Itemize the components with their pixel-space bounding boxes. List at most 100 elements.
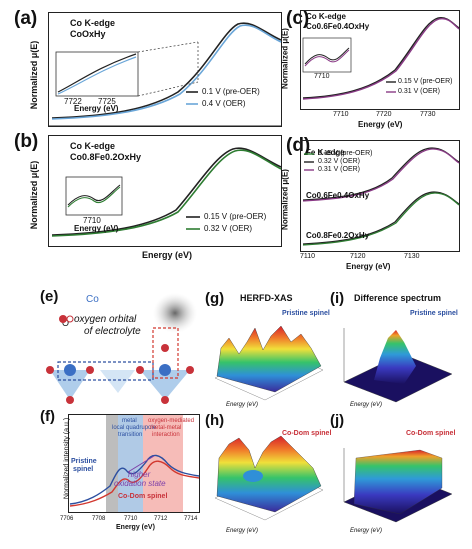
panel-c-title-2: Co0.6Fe0.4OxHy bbox=[306, 22, 370, 31]
panel-f-xtick-3: 7710 bbox=[124, 516, 138, 522]
panel-b-title-2: Co0.8Fe0.2OxHy bbox=[70, 152, 142, 162]
panel-d-curve-2b bbox=[302, 192, 460, 246]
panel-c-xtick-1: 7710 bbox=[333, 111, 349, 118]
panel-c-xlabel: Energy (eV) bbox=[358, 120, 403, 129]
panel-a-inset-tick-1: 7722 bbox=[64, 97, 82, 106]
panel-f-pristine-2: spinel bbox=[73, 466, 94, 473]
panel-a-inset-tick-2: 7725 bbox=[98, 97, 116, 106]
panel-f-blue-band bbox=[118, 414, 143, 513]
panel-f-pristine-1: Pristine bbox=[71, 458, 97, 465]
panel-f-xtick-5: 7714 bbox=[184, 516, 198, 522]
panel-b-label: (b) bbox=[14, 131, 39, 152]
panel-a-label: (a) bbox=[14, 8, 38, 29]
panel-h-label: (h) bbox=[205, 412, 225, 429]
panel-f-blue-note-3: transition bbox=[118, 432, 143, 438]
panel-g-label: (g) bbox=[205, 290, 225, 307]
panel-d-xlabel: Energy (eV) bbox=[346, 262, 391, 271]
panel-f-higher-2: oxidation state bbox=[114, 479, 166, 488]
panel-b-inset-tick: 7710 bbox=[83, 216, 101, 225]
panel-a-curve-prefer bbox=[51, 22, 282, 119]
panel-d-legend-1: 0.15 V (pre-OER) bbox=[318, 150, 373, 157]
panel-f-red-note-2: metal-metal bbox=[150, 425, 182, 431]
panel-c-legend-1: 0.15 V (pre-OER) bbox=[398, 78, 453, 85]
panel-d-legend-3: 0.31 V (OER) bbox=[318, 166, 361, 173]
panel-d-sample-1: Co0.6Fe0.4OxHy bbox=[306, 191, 370, 200]
panel-c-legend-2: 0.31 V (OER) bbox=[398, 88, 441, 95]
panel-f-red-note-3: interaction bbox=[152, 432, 180, 438]
panel-a-title-2: CoOxHy bbox=[70, 29, 106, 39]
panel-a-inset-xlabel: Energy (eV) bbox=[74, 104, 119, 113]
panel-i-energy-axis: Energy (eV) bbox=[350, 402, 383, 408]
panel-b-inset-xlabel: Energy (eV) bbox=[74, 224, 119, 233]
panel-i-tag: Pristine spinel bbox=[410, 310, 458, 317]
panel-f-xtick-4: 7712 bbox=[154, 516, 168, 522]
panel-c-inset bbox=[302, 37, 352, 73]
red-dashed-box bbox=[152, 327, 179, 379]
panel-f-blue-note-1: metal bbox=[122, 418, 137, 424]
panel-b-curve-prefer bbox=[51, 147, 282, 236]
panel-b-inset bbox=[65, 176, 123, 216]
tetrahedron-left bbox=[50, 370, 90, 400]
panel-d-xtick-3: 7130 bbox=[404, 253, 420, 260]
panel-b-title-1: Co K-edge bbox=[70, 141, 115, 151]
electrolyte-cloud bbox=[153, 293, 197, 333]
panel-j-energy-axis: Energy (eV) bbox=[350, 528, 383, 534]
panel-e-diagram bbox=[46, 293, 197, 404]
panel-d-curve-1b bbox=[302, 148, 460, 202]
co-atom bbox=[64, 364, 76, 376]
panel-c-ylabel: Normalized μ(E) bbox=[280, 28, 290, 89]
panel-c-inset-tick: 7710 bbox=[314, 73, 330, 80]
panel-f-blue-note-2: local quadrupole bbox=[112, 425, 157, 431]
panel-d-plot bbox=[300, 140, 460, 252]
panel-c-label: (c) bbox=[286, 8, 310, 29]
panel-f-ylabel: Normalized intensity (a.u.) bbox=[63, 417, 71, 500]
panel-g-surface bbox=[214, 325, 324, 401]
panel-e-co-label: Co bbox=[86, 294, 99, 305]
panel-d-xtick-1: 7110 bbox=[300, 253, 316, 260]
panel-f-plot bbox=[68, 414, 200, 513]
panel-a-ylabel: Normalized μ(E) bbox=[29, 40, 39, 110]
panel-f-red-band bbox=[143, 414, 183, 513]
panel-c-title-1: Co K-edge bbox=[306, 12, 346, 21]
panel-j-label: (j) bbox=[330, 412, 345, 429]
panel-e-text-2: of electrolyte bbox=[84, 326, 141, 337]
panel-a-legend-1: 0.1 V (pre-OER) bbox=[202, 87, 260, 96]
panel-d-legend-2: 0.32 V (OER) bbox=[318, 158, 361, 165]
panel-f-curve-codom bbox=[69, 460, 200, 507]
panel-h-surface bbox=[214, 435, 324, 521]
panel-b-curve-oer bbox=[51, 149, 282, 237]
panel-f-higher-1: higher bbox=[128, 470, 151, 479]
panel-b-ylabel: Normalized μ(E) bbox=[29, 160, 39, 230]
panel-i-title: Difference spectrum bbox=[354, 293, 442, 303]
panel-d-xtick-2: 7120 bbox=[350, 253, 366, 260]
panel-a-title-1: Co K-edge bbox=[70, 18, 115, 28]
panel-c-xtick-3: 7730 bbox=[420, 111, 436, 118]
panel-e-label: (e) bbox=[40, 288, 59, 305]
panel-d-sample-2: Co0.8Fe0.2OxHy bbox=[306, 231, 370, 240]
oxygen-legend-icon bbox=[59, 315, 67, 323]
panel-h-tag: Co-Dom spinel bbox=[282, 430, 332, 437]
panel-j-surface bbox=[343, 448, 453, 523]
panel-f-label: (f) bbox=[40, 408, 55, 425]
panel-d-ylabel: Normalized μ(E) bbox=[280, 169, 290, 230]
panel-f-xtick-2: 7708 bbox=[92, 516, 106, 522]
panel-a-plot bbox=[48, 12, 282, 127]
panel-b-legend-1: 0.15 V (pre-OER) bbox=[204, 212, 267, 221]
panel-f-codom: Co-Dom spinel bbox=[118, 493, 168, 500]
panel-d-title: Fe K-edge bbox=[306, 148, 345, 157]
panel-g-tag: Pristine spinel bbox=[282, 310, 330, 317]
panel-i-label: (i) bbox=[330, 290, 345, 307]
panel-h-energy-axis: Energy (eV) bbox=[226, 528, 259, 534]
panel-i-surface bbox=[343, 328, 453, 403]
panel-f-curve-pristine bbox=[69, 454, 200, 505]
blue-dashed-box bbox=[57, 361, 154, 381]
panel-g-energy-axis: Energy (eV) bbox=[226, 402, 259, 408]
panel-a-curve-oer bbox=[51, 24, 282, 120]
panel-c-plot bbox=[300, 10, 460, 110]
panel-f-xlabel: Energy (eV) bbox=[116, 524, 155, 531]
panel-j-tag: Co-Dom spinel bbox=[406, 430, 456, 437]
panel-e-text-1: oxygen orbital bbox=[74, 314, 137, 325]
panel-e-o-label: O bbox=[62, 318, 70, 328]
panel-b-legend-2: 0.32 V (OER) bbox=[204, 224, 253, 233]
panel-f-xtick-1: 7706 bbox=[60, 516, 74, 522]
